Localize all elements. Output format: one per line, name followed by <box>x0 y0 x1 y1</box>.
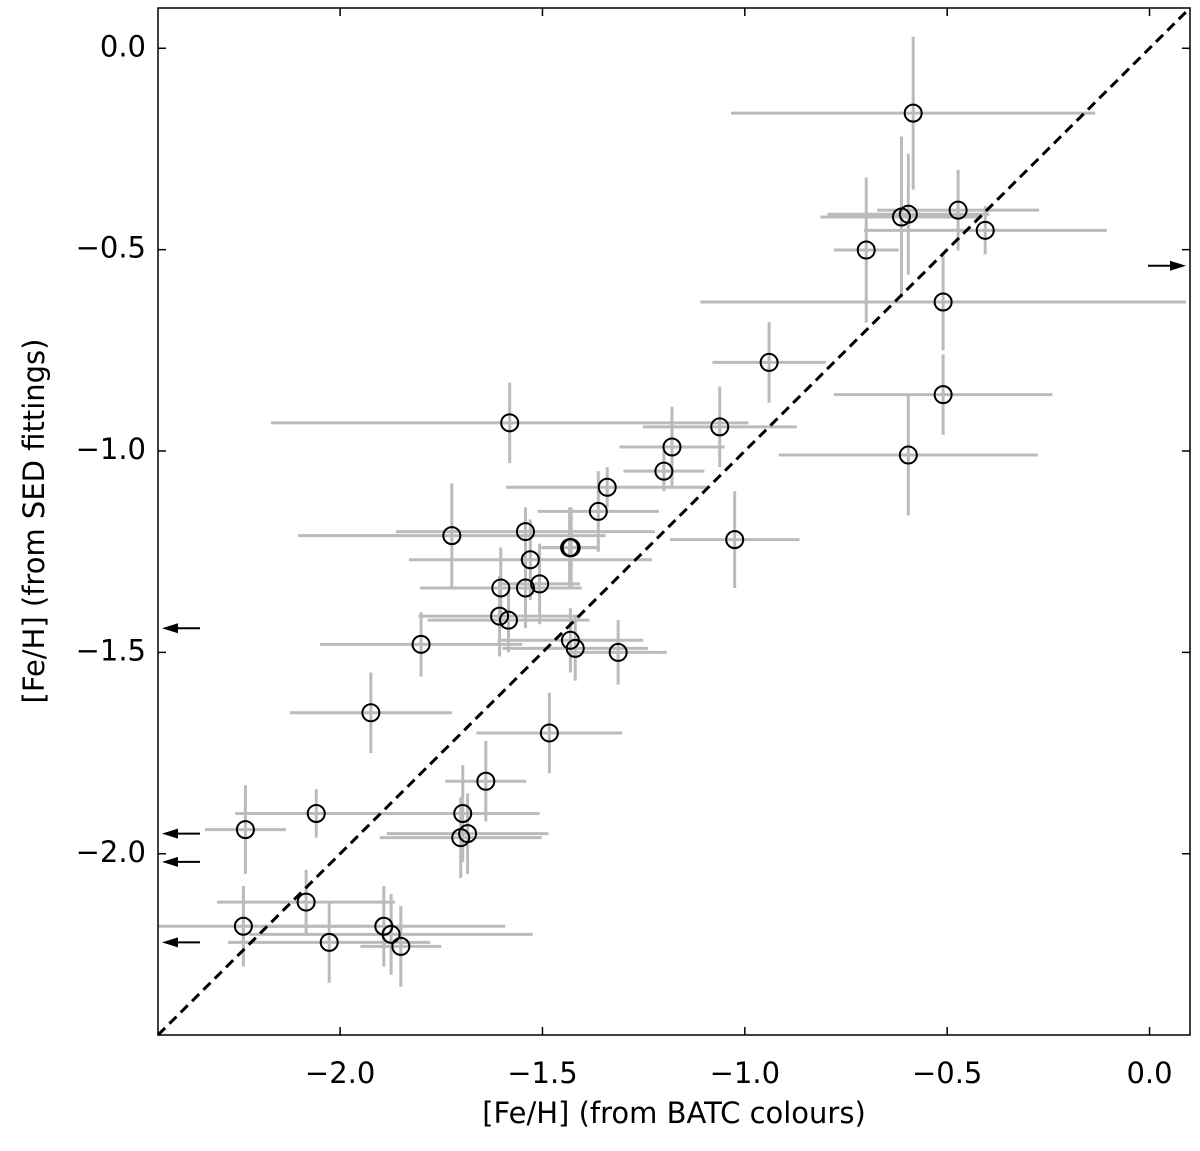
data-point <box>759 352 779 372</box>
x-tick-label: −0.5 <box>912 1056 982 1090</box>
limit-arrow <box>1148 260 1186 271</box>
data-point <box>476 771 496 791</box>
arrow-head <box>162 856 178 867</box>
data-point <box>539 723 559 743</box>
x-tick-label: 0.0 <box>1126 1056 1172 1090</box>
y-tick-label: 0.0 <box>100 29 146 63</box>
data-point <box>498 610 518 630</box>
arrow-head <box>1170 260 1186 271</box>
data-point <box>898 445 918 465</box>
data-point <box>306 803 326 823</box>
x-axis-label: [Fe/H] (from BATC colours) <box>482 1096 866 1130</box>
data-point <box>710 417 730 437</box>
y-tick-label: −0.5 <box>76 231 146 265</box>
data-point <box>597 477 617 497</box>
data-point <box>891 207 911 227</box>
data-point <box>296 892 316 912</box>
x-tick-label: −1.0 <box>710 1056 780 1090</box>
limit-arrow <box>162 828 200 839</box>
data-point <box>361 703 381 723</box>
data-point <box>381 924 401 944</box>
data-point <box>500 413 520 433</box>
y-tick-label: −1.5 <box>76 633 146 667</box>
data-point <box>725 530 745 550</box>
arrow-head <box>162 828 178 839</box>
data-point <box>233 916 253 936</box>
data-point <box>933 292 953 312</box>
arrow-head <box>162 623 178 634</box>
data-point <box>391 936 411 956</box>
data-point <box>530 574 550 594</box>
data-point <box>515 578 535 598</box>
data-point <box>442 526 462 546</box>
data-point <box>856 240 876 260</box>
data-point <box>565 638 585 658</box>
limit-arrow <box>162 856 200 867</box>
data-point <box>515 522 535 542</box>
y-tick-label: −2.0 <box>76 835 146 869</box>
limit-arrow <box>162 623 200 634</box>
data-point <box>903 103 923 123</box>
data-point <box>560 538 580 558</box>
x-tick-label: −1.5 <box>507 1056 577 1090</box>
limit-arrow <box>162 937 200 948</box>
y-axis-label: [Fe/H] (from SED fittings) <box>17 339 51 704</box>
data-point <box>608 642 628 662</box>
data-point <box>975 220 995 240</box>
data-point <box>319 932 339 952</box>
arrow-head <box>162 937 178 948</box>
data-point <box>453 803 473 823</box>
y-tick-label: −1.0 <box>76 432 146 466</box>
data-point <box>662 437 682 457</box>
identity-line <box>156 6 1192 1037</box>
data-point <box>235 820 255 840</box>
data-point <box>520 550 540 570</box>
data-point <box>654 461 674 481</box>
data-point <box>490 606 510 626</box>
x-tick-label: −2.0 <box>305 1056 375 1090</box>
data-point <box>491 578 511 598</box>
data-point <box>933 385 953 405</box>
data-point <box>411 634 431 654</box>
data-point <box>948 200 968 220</box>
data-point <box>588 501 608 521</box>
plot-frame <box>157 7 1191 1036</box>
data-point <box>451 828 471 848</box>
